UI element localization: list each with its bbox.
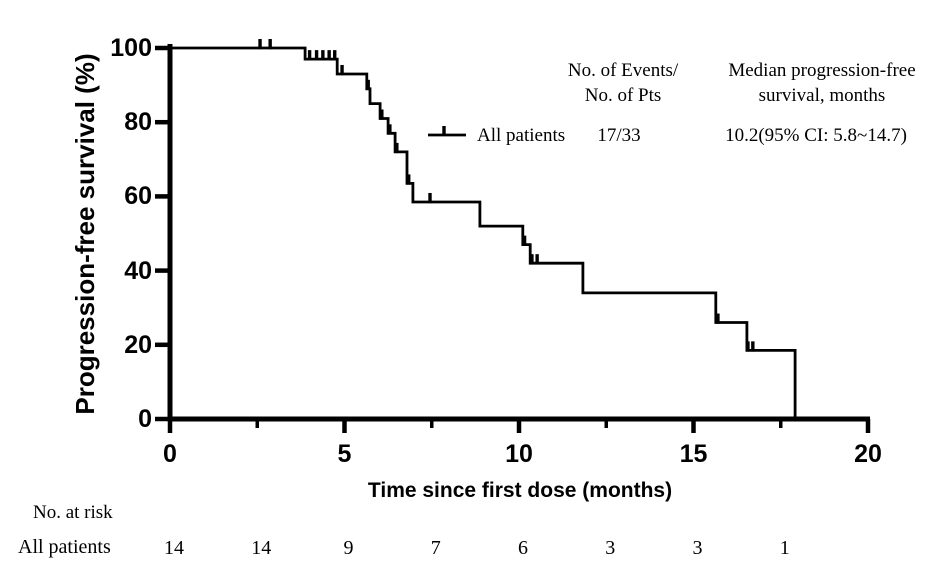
at-risk-value: 7	[430, 537, 441, 559]
legend-median-header: Median progression-free survival, months	[728, 58, 915, 108]
at-risk-row-label: All patients	[18, 536, 111, 558]
at-risk-value: 6	[518, 537, 528, 559]
x-tick-label: 10	[505, 440, 533, 468]
y-tick-label: 0	[138, 405, 152, 433]
y-axis-title: Progression-free survival (%)	[70, 53, 100, 415]
legend-series-label: All patients	[477, 125, 566, 146]
y-tick-label: 60	[124, 182, 152, 211]
y-tick-label: 100	[110, 34, 152, 62]
x-axis-title: Time since first dose (months)	[367, 479, 673, 502]
legend-events-header: No. of Events/ No. of Pts	[568, 58, 678, 108]
legend-median-value: 10.2(95% CI: 5.8~14.7)	[725, 125, 907, 146]
at-risk-value: 9	[343, 537, 354, 559]
x-tick-label: 20	[854, 440, 882, 468]
legend-median-header-line1: Median progression-free	[728, 60, 916, 81]
at-risk-title: No. at risk	[33, 502, 113, 523]
km-curve-all-patients	[170, 46, 797, 419]
legend-events-header-line1: No. of Events/	[567, 60, 679, 81]
at-risk-value: 3	[605, 537, 616, 559]
legend-events-header-line2: No. of Pts	[584, 85, 662, 106]
y-tick-label: 80	[124, 108, 152, 137]
at-risk-value: 1	[779, 537, 790, 559]
legend-median-header-line2: survival, months	[758, 85, 886, 106]
x-tick-label: 15	[679, 440, 708, 468]
legend-events-value: 17/33	[597, 125, 641, 146]
at-risk-value: 3	[692, 537, 703, 559]
y-tick-label: 20	[124, 330, 152, 359]
y-tick-label: 40	[124, 256, 152, 285]
at-risk-value: 14	[251, 537, 272, 559]
x-tick-label: 0	[163, 440, 177, 468]
at-risk-value: 14	[164, 537, 184, 559]
x-tick-label: 5	[337, 440, 352, 468]
